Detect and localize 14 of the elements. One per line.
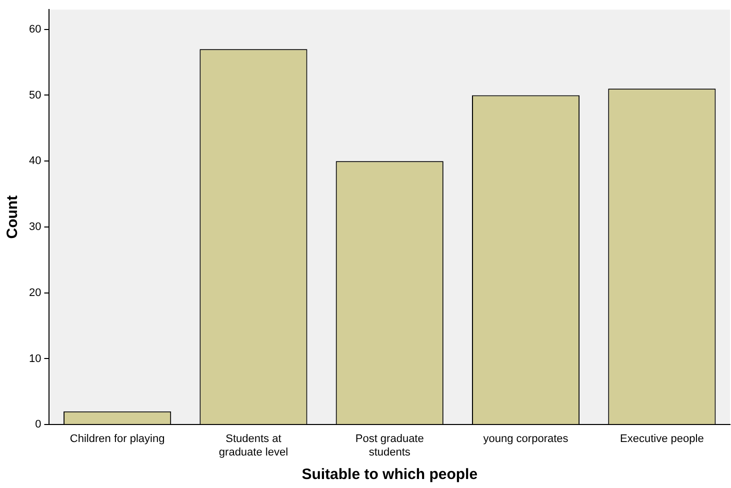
x-tick-label: Children for playing: [70, 433, 165, 446]
x-axis-title: Suitable to which people: [302, 466, 478, 484]
x-tick-label: Executive people: [620, 433, 704, 446]
y-tick-label: 30: [28, 221, 42, 234]
y-tick-label: 10: [28, 352, 42, 365]
y-tick-label: 60: [28, 23, 42, 36]
x-tick-label: young corporates: [483, 433, 569, 446]
x-tick-label: Post graduate students: [355, 433, 424, 458]
y-tick-label: 40: [28, 155, 42, 168]
y-tick-label: 0: [35, 418, 42, 431]
y-tick-label: 20: [28, 286, 42, 299]
y-axis-title: Count: [4, 195, 22, 239]
x-tick-label: Students at graduate level: [218, 433, 288, 458]
y-tick-label: 50: [28, 89, 42, 102]
